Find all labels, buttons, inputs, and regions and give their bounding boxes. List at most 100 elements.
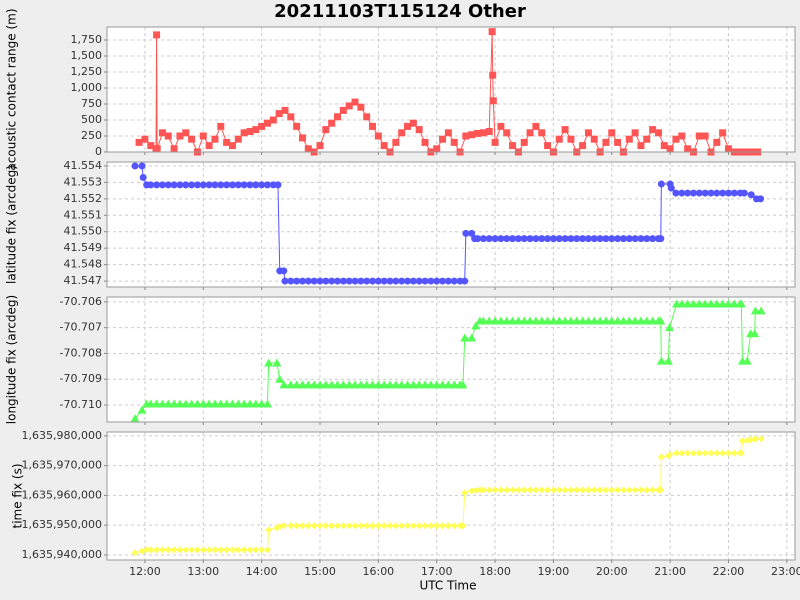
data-point	[631, 235, 639, 243]
data-point	[479, 486, 487, 494]
data-point	[688, 299, 698, 308]
y-tick-label: 1,750	[71, 33, 103, 46]
x-tick-label: 21:00	[654, 565, 686, 578]
data-point	[701, 449, 709, 457]
data-point	[379, 380, 389, 389]
data-point	[304, 145, 312, 153]
x-tick-label: 16:00	[362, 565, 394, 578]
data-point	[503, 129, 511, 137]
data-point	[427, 277, 435, 285]
data-point	[707, 449, 715, 457]
data-point	[497, 486, 505, 494]
data-point	[328, 277, 336, 285]
y-tick-label: 41.547	[64, 274, 103, 287]
data-point	[509, 486, 517, 494]
data-point	[240, 129, 248, 137]
data-point	[496, 316, 506, 325]
data-point	[188, 135, 196, 143]
y-axis-title: latitude fix (arcdeg)	[5, 165, 19, 284]
data-point	[740, 189, 748, 197]
data-point	[700, 299, 710, 308]
y-tick-label: -70.709	[60, 372, 102, 385]
data-point	[252, 181, 260, 189]
data-point	[683, 299, 693, 308]
data-point	[525, 316, 535, 325]
data-point	[538, 486, 546, 494]
x-tick-label: 20:00	[596, 565, 628, 578]
data-point	[450, 138, 458, 146]
y-tick-label: -70.708	[60, 346, 102, 359]
data-point	[421, 522, 429, 530]
data-point	[667, 184, 675, 192]
data-point	[625, 486, 633, 494]
data-point	[479, 235, 487, 243]
data-point	[228, 142, 236, 150]
data-point	[210, 399, 220, 408]
data-point	[643, 486, 651, 494]
data-point	[281, 106, 289, 114]
data-point	[624, 316, 634, 325]
data-point	[334, 522, 342, 530]
data-point	[345, 522, 353, 530]
data-point	[520, 486, 528, 494]
data-point	[657, 486, 665, 494]
data-point	[199, 132, 207, 140]
data-point	[246, 181, 254, 189]
data-point	[240, 181, 248, 189]
data-point	[467, 333, 477, 342]
data-point	[386, 277, 394, 285]
data-point	[538, 129, 546, 137]
data-point	[223, 546, 231, 554]
data-point	[380, 277, 388, 285]
series-group	[130, 299, 766, 423]
data-point	[328, 522, 336, 530]
series-group	[135, 28, 762, 156]
data-point	[701, 132, 709, 140]
data-point	[713, 138, 721, 146]
y-tick-label: -70.710	[60, 398, 102, 411]
data-point	[643, 235, 651, 243]
data-point	[538, 235, 546, 243]
data-point	[532, 486, 540, 494]
data-point	[374, 277, 382, 285]
data-point	[339, 106, 347, 114]
data-point	[211, 546, 219, 554]
data-point	[398, 129, 406, 137]
data-point	[509, 142, 517, 150]
plot-area	[107, 432, 795, 560]
x-axis-title: UTC Time	[420, 579, 477, 593]
data-point	[252, 126, 260, 134]
plot-border	[106, 296, 796, 423]
data-point	[489, 71, 497, 79]
data-point	[502, 316, 512, 325]
y-tick-label: 1,000	[71, 81, 103, 94]
data-point	[246, 128, 254, 136]
data-point	[520, 235, 528, 243]
plot-border	[106, 431, 796, 561]
y-tick-label: 41.548	[64, 258, 103, 271]
data-point	[450, 522, 458, 530]
y-tick-label: 41.554	[64, 159, 103, 172]
data-point	[369, 122, 377, 130]
data-point	[404, 522, 412, 530]
data-point	[460, 333, 470, 342]
data-point	[589, 316, 599, 325]
data-point	[742, 356, 752, 365]
data-point	[257, 399, 267, 408]
data-point	[737, 449, 745, 457]
data-point	[614, 138, 622, 146]
data-point	[595, 316, 605, 325]
data-point	[334, 113, 342, 121]
data-point	[695, 189, 703, 197]
data-point	[678, 132, 686, 140]
data-point	[738, 437, 746, 445]
data-point	[333, 380, 343, 389]
y-tick-label: 250	[81, 129, 102, 142]
data-point	[239, 399, 249, 408]
data-point	[182, 181, 190, 189]
data-point	[258, 546, 266, 554]
data-point	[137, 405, 147, 414]
y-tick-label: 0	[95, 145, 102, 158]
data-point	[251, 399, 261, 408]
y-tick-label: 1,635,960,000	[22, 488, 102, 501]
